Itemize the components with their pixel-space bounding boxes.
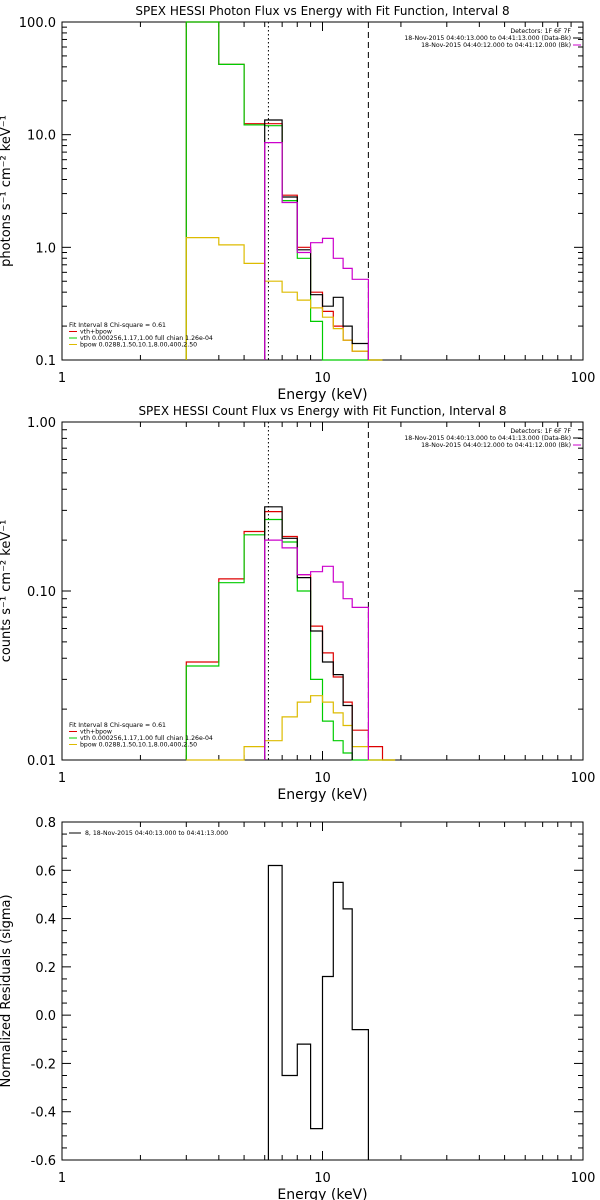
y-tick-label: -0.2 [31, 1057, 56, 1072]
y-axis-label: photons s⁻¹ cm⁻² keV⁻¹ [0, 115, 14, 267]
x-tick-label: 1 [58, 1171, 66, 1186]
series-2 [185, 518, 396, 761]
x-tick-label: 10 [314, 771, 331, 786]
chart-panel-1: SPEX HESSI Photon Flux vs Energy with Fi… [0, 4, 595, 403]
legend-fit-line: Fit Interval 8 Chi-square = 0.61 [69, 322, 166, 329]
series-2 [185, 21, 383, 361]
chart-title: SPEX HESSI Photon Flux vs Energy with Fi… [135, 4, 509, 18]
x-axis-label: Energy (keV) [277, 1187, 367, 1200]
legend-fit-line: bpow 0.0288,1.50,10.1,8.00,400,2.50 [80, 342, 197, 349]
y-tick-label: -0.4 [31, 1106, 56, 1121]
series-1 [185, 21, 383, 361]
legend-fit-line: vth 0.000256,1.17,1.00 full chian 1.26e-… [80, 735, 213, 742]
series-4 [264, 506, 353, 760]
y-tick-label: 1.00 [27, 416, 56, 431]
series-4 [264, 119, 369, 360]
y-tick-label: 0.2 [35, 961, 56, 976]
y-tick-label: -0.6 [31, 1154, 56, 1169]
legend-fit-line: bpow 0.0288,1.50,10.1,8.00,400,2.50 [80, 742, 197, 749]
x-tick-label: 10 [314, 371, 331, 386]
chart-title: SPEX HESSI Count Flux vs Energy with Fit… [138, 404, 506, 418]
series-3 [185, 237, 383, 361]
legend-header-line: Detectors: 1F 6F 7F [510, 428, 571, 435]
series-5 [264, 142, 369, 360]
x-tick-label: 1 [58, 771, 66, 786]
x-axis-label: Energy (keV) [277, 387, 367, 403]
y-tick-label: 100.0 [19, 16, 56, 31]
y-tick-label: 0.0 [35, 1009, 56, 1024]
series-5 [264, 539, 369, 760]
series-1 [267, 864, 369, 1160]
y-tick-label: 0.01 [27, 754, 56, 769]
y-axis-label: Normalized Residuals (sigma) [0, 894, 14, 1087]
y-tick-label: 1.0 [35, 241, 56, 256]
legend-fit-line: vth 0.000256,1.17,1.00 full chian 1.26e-… [80, 335, 213, 342]
y-axis-label: counts s⁻¹ cm⁻² keV⁻¹ [0, 520, 14, 663]
y-tick-label: 0.8 [35, 816, 56, 831]
legend-header-line: 18-Nov-2015 04:40:13.000 to 04:41:13.000… [404, 35, 571, 42]
legend-fit-line: vth+bpow [80, 729, 112, 736]
legend-header-line: 18-Nov-2015 04:40:12.000 to 04:41:12.000… [421, 42, 571, 49]
x-tick-label: 100 [571, 371, 596, 386]
chart-panel-3: 1 10 100 Energy (keV) -0.6 -0.4 -0.2 0.0 0.2 0.4 0… [0, 816, 595, 1200]
legend-header-line: 18-Nov-2015 04:40:12.000 to 04:41:12.000… [421, 442, 571, 449]
x-tick-label: 100 [571, 1171, 596, 1186]
y-tick-label: 0.10 [27, 585, 56, 600]
x-tick-label: 100 [571, 771, 596, 786]
x-tick-label: 10 [314, 1171, 331, 1186]
legend-fit-line: 8, 18-Nov-2015 04:40:13.000 to 04:41:13.… [85, 830, 228, 837]
y-tick-label: 0.1 [35, 354, 56, 369]
legend-fit-line: Fit Interval 8 Chi-square = 0.61 [69, 722, 166, 729]
chart-panel-2: SPEX HESSI Count Flux vs Energy with Fit… [0, 404, 595, 803]
legend-fit-line: vth+bpow [80, 329, 112, 336]
legend-header-line: 18-Nov-2015 04:40:13.000 to 04:41:13.000… [404, 435, 571, 442]
x-tick-label: 1 [58, 371, 66, 386]
series-1 [185, 511, 396, 761]
y-tick-label: 10.0 [27, 129, 56, 144]
x-axis-label: Energy (keV) [277, 787, 367, 803]
legend-header-line: Detectors: 1F 6F 7F [510, 28, 571, 35]
series-3 [186, 695, 396, 761]
y-tick-label: 0.4 [35, 913, 56, 928]
y-tick-label: 0.6 [35, 864, 56, 879]
